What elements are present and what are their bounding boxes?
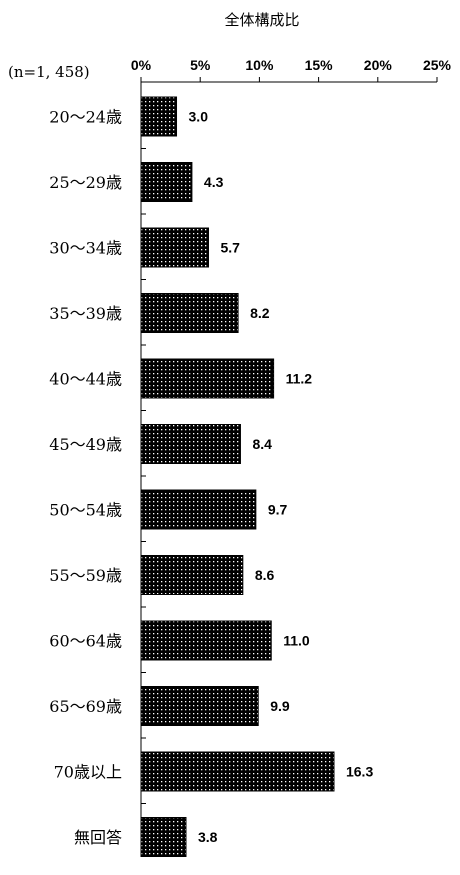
- category-label: 25～29歳: [49, 173, 122, 192]
- data-label: 4.3: [204, 174, 224, 190]
- category-label: 20～24歳: [49, 108, 122, 127]
- category-label: 65～69歳: [49, 697, 122, 716]
- category-label: 無回答: [74, 828, 122, 847]
- category-label: 60～64歳: [49, 632, 122, 651]
- bar: [140, 686, 259, 726]
- category-label: 40～44歳: [49, 370, 122, 389]
- x-tick-label: 25%: [423, 57, 452, 73]
- category-label: 50～54歳: [49, 501, 122, 520]
- data-label: 3.0: [189, 109, 209, 125]
- x-tick-label: 5%: [190, 57, 211, 73]
- bar: [140, 358, 275, 399]
- bar: [140, 555, 244, 595]
- x-tick-label: 10%: [245, 57, 274, 73]
- bar: [140, 424, 241, 464]
- data-label: 5.7: [220, 240, 240, 256]
- bar: [140, 751, 335, 792]
- x-tick-label: 0%: [131, 57, 152, 73]
- bar: [140, 162, 193, 202]
- data-label: 9.7: [268, 502, 288, 518]
- data-label: 16.3: [346, 764, 373, 780]
- category-label: 55～59歳: [49, 566, 122, 585]
- bar: [140, 293, 239, 333]
- bar: [140, 227, 209, 268]
- category-label: 70歳以上: [54, 763, 122, 782]
- data-label: 11.0: [283, 633, 310, 649]
- data-label: 8.4: [252, 436, 272, 452]
- bar: [140, 620, 272, 661]
- data-label: 11.2: [286, 371, 313, 387]
- data-label: 8.6: [255, 567, 275, 583]
- x-axis: 0% 5% 10% 15% 20% 25%: [131, 57, 452, 83]
- x-tick-label: 15%: [305, 57, 334, 73]
- x-tick-label: 20%: [364, 57, 393, 73]
- bar: [140, 489, 257, 530]
- chart-title: 全体構成比: [224, 11, 299, 29]
- data-label: 8.2: [250, 305, 270, 321]
- data-label: 3.8: [198, 829, 218, 845]
- category-label: 45～49歳: [49, 435, 122, 454]
- bars: 20～24歳 3.0 25～29歳 4.3 30～34歳 5.7 35～39歳 8.2 40～4…: [49, 96, 373, 857]
- sample-size-note: (n=1, 458): [8, 63, 90, 81]
- bar: [140, 817, 187, 857]
- category-label: 35～39歳: [49, 304, 122, 323]
- category-label: 30～34歳: [49, 239, 122, 258]
- data-label: 9.9: [270, 698, 290, 714]
- bar: [140, 96, 178, 137]
